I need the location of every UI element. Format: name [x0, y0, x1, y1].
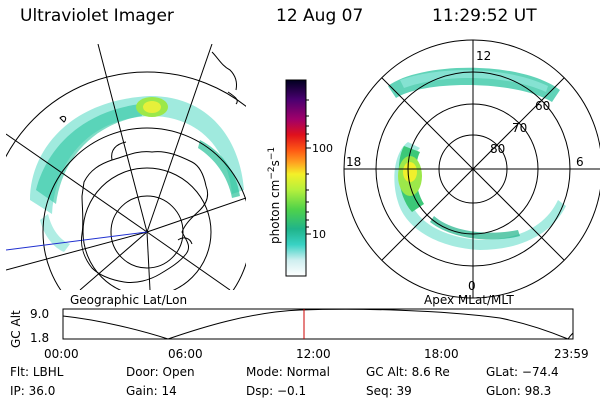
colorbar: [285, 79, 307, 277]
mlt-label-0: 0: [468, 279, 476, 293]
mlat-label-80: 80: [490, 142, 505, 156]
timeline-xtick-0: 00:00: [44, 347, 79, 361]
timeline-xtick-3: 18:00: [424, 347, 459, 361]
mlt-label-6: 6: [576, 155, 584, 169]
colorbar-tick-100: 100: [312, 142, 333, 155]
info-mode: Mode: Normal: [246, 365, 330, 379]
altitude-timeline: 9.0 1.8 GC Alt 00:00 06:00 12:00 18:00 2…: [9, 307, 589, 361]
info-gc-alt: GC Alt: 8.6 Re: [366, 365, 450, 379]
apex-caption: Apex MLat/MLT: [424, 293, 514, 307]
geographic-map: [6, 44, 246, 290]
timeline-ytick-max: 9.0: [30, 307, 49, 321]
timeline-ytick-min: 1.8: [30, 331, 49, 345]
info-glon: GLon: 98.3: [486, 384, 552, 398]
time-label: 11:29:52 UT: [432, 6, 537, 26]
info-filter: Flt: LBHL: [10, 365, 64, 379]
info-dsp: Dsp: −0.1: [246, 384, 307, 398]
timeline-xtick-4: 23:59: [554, 347, 589, 361]
timeline-ylabel: GC Alt: [9, 310, 23, 348]
colorbar-unit-label: photon cm−2s−1: [267, 147, 282, 244]
mlat-label-70: 70: [512, 121, 527, 135]
timeline-xtick-1: 06:00: [168, 347, 203, 361]
date-label: 12 Aug 07: [276, 6, 364, 26]
mlt-label-18: 18: [346, 155, 361, 169]
info-door: Door: Open: [126, 365, 195, 379]
info-seq: Seq: 39: [366, 384, 412, 398]
altitude-curve: [62, 308, 574, 340]
info-ip: IP: 36.0: [10, 384, 56, 398]
info-glat: GLat: −74.4: [486, 365, 559, 379]
antarctica-coastline: [81, 151, 209, 283]
info-gain: Gain: 14: [126, 384, 177, 398]
mlt-label-12: 12: [476, 49, 491, 63]
geographic-caption: Geographic Lat/Lon: [70, 293, 187, 307]
mlat-label-60: 60: [535, 99, 550, 113]
instrument-title: Ultraviolet Imager: [20, 6, 174, 26]
colorbar-tick-10: 10: [312, 228, 326, 241]
apex-polar-map: [388, 67, 566, 250]
timeline-xtick-2: 12:00: [296, 347, 331, 361]
